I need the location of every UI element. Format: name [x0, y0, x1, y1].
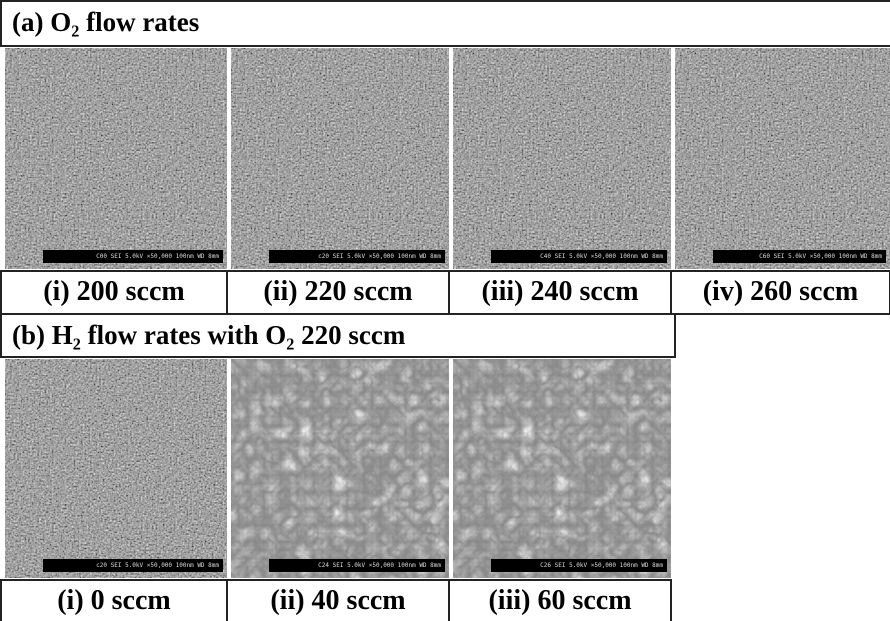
image-label: (ii) 220 sccm — [226, 270, 450, 315]
image-label: (ii) 40 sccm — [226, 579, 450, 621]
sem-image: C00 SEI 5.0kV ×50,000 100nm WD 8mm — [5, 48, 227, 269]
image-label: (i) 200 sccm — [0, 270, 228, 315]
sem-image: C24 SEI 5.0kV ×50,000 100nm WD 8mm — [231, 359, 449, 578]
sem-image: C40 SEI 5.0kV ×50,000 100nm WD 8mm — [453, 48, 671, 269]
panel-title: (b) H₂ flow rates with O₂ 220 sccm — [0, 313, 676, 358]
texture — [453, 48, 671, 269]
image-info: C60 SEI 5.0kV ×50,000 100nm WD 8mm — [713, 250, 886, 263]
sem-image: c20 SEI 5.0kV ×50,000 100nm WD 8mm — [5, 359, 227, 578]
image-info: C24 SEI 5.0kV ×50,000 100nm WD 8mm — [269, 559, 445, 572]
texture — [675, 48, 890, 269]
panel-title: (a) O₂ flow rates — [0, 0, 890, 47]
image-info: c20 SEI 5.0kV ×50,000 100nm WD 8mm — [269, 250, 445, 263]
sem-image: C26 SEI 5.0kV ×50,000 100nm WD 8mm — [453, 359, 671, 578]
texture — [231, 48, 449, 269]
sem-image: c20 SEI 5.0kV ×50,000 100nm WD 8mm — [231, 48, 449, 269]
texture — [5, 359, 227, 578]
texture — [231, 359, 449, 578]
image-info: C26 SEI 5.0kV ×50,000 100nm WD 8mm — [491, 559, 667, 572]
texture — [453, 359, 671, 578]
sem-image: C60 SEI 5.0kV ×50,000 100nm WD 8mm — [675, 48, 890, 269]
image-label: (iii) 60 sccm — [448, 579, 672, 621]
image-label: (iii) 240 sccm — [448, 270, 672, 315]
image-info: c20 SEI 5.0kV ×50,000 100nm WD 8mm — [43, 559, 223, 572]
image-label: (i) 0 sccm — [0, 579, 228, 621]
image-label: (iv) 260 sccm — [670, 270, 890, 315]
texture — [5, 48, 227, 269]
image-info: C40 SEI 5.0kV ×50,000 100nm WD 8mm — [491, 250, 667, 263]
image-info: C00 SEI 5.0kV ×50,000 100nm WD 8mm — [43, 250, 223, 263]
